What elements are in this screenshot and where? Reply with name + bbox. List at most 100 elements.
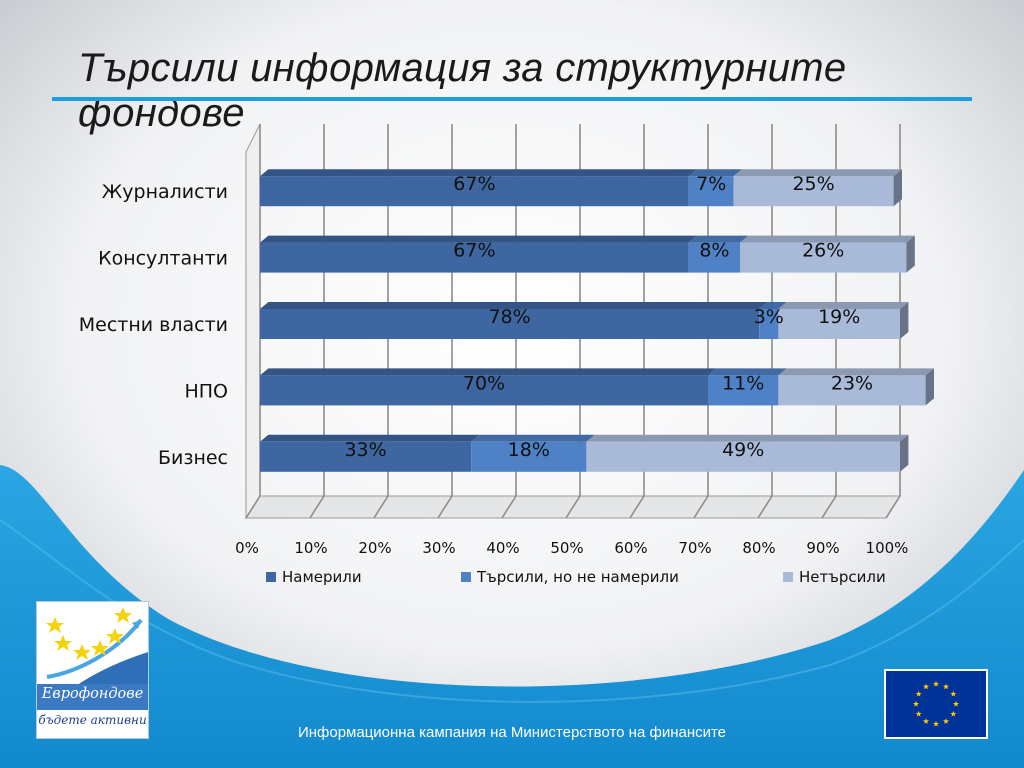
bar-top-face <box>260 302 768 309</box>
data-label: 78% <box>488 306 530 328</box>
bar-segment <box>260 375 708 406</box>
eurofunds-logo: Еврофондове бъдете активни <box>36 601 149 739</box>
star-icon <box>106 628 124 644</box>
category-label: НПО <box>184 380 228 402</box>
x-tick-label: 20% <box>358 539 391 557</box>
bar-top-face <box>586 434 909 442</box>
bar-segment <box>740 242 907 273</box>
gridline-floor <box>309 495 325 519</box>
bar-top-face <box>260 169 698 177</box>
bar-end-face <box>906 235 915 273</box>
legend-swatch <box>266 572 276 582</box>
chart-data-labels: 67% 7% 25% 67% 8% 26% 78% 3% 19% 70% 11% 23% 33% 18% 4… <box>344 173 873 461</box>
star-icon <box>912 700 920 707</box>
gridline-floor <box>565 495 581 519</box>
bar-segment <box>708 375 779 406</box>
x-tick-label: 70% <box>678 539 711 557</box>
legend-swatch <box>783 572 793 582</box>
data-label: 25% <box>792 173 834 195</box>
gridline-floor <box>437 495 453 519</box>
x-tick-label: 30% <box>422 539 455 557</box>
logo-slogan: бъдете активни <box>38 713 147 727</box>
chart-bars <box>260 169 934 472</box>
data-label: 70% <box>463 372 505 394</box>
data-label: 26% <box>802 240 844 262</box>
bar-top-face <box>708 368 787 376</box>
star-icon <box>91 640 109 656</box>
bar-end-face <box>900 434 909 472</box>
legend-label: Нетърсили <box>799 568 886 586</box>
star-icon <box>950 710 957 717</box>
gridline-floor <box>885 495 901 519</box>
category-label: Местни власти <box>79 314 228 336</box>
x-tick-label: 90% <box>806 539 839 557</box>
bar-end-face <box>893 169 902 207</box>
category-label: Бизнес <box>158 447 228 469</box>
star-icon <box>932 720 940 727</box>
gridline-floor <box>373 495 389 519</box>
bar-segment <box>778 375 926 406</box>
star-icon <box>942 683 950 690</box>
star-icon <box>942 718 950 724</box>
data-label: 19% <box>818 306 860 328</box>
data-label: 23% <box>831 372 873 394</box>
x-tick-label: 60% <box>614 539 647 557</box>
star-icon <box>114 607 132 623</box>
gridline-floor <box>693 495 709 519</box>
bar-top-face <box>260 434 480 442</box>
value-axis-labels: 0% 10% 20% 30% 40% 50% 60% 70% 80% 90% 100% <box>235 539 908 557</box>
x-tick-label: 80% <box>742 539 775 557</box>
data-label: 18% <box>508 439 550 461</box>
bar-top-face <box>688 235 749 243</box>
gridline-floor <box>501 495 517 519</box>
gridline-floor <box>245 495 261 519</box>
star-icon <box>915 690 922 697</box>
gridline-floor <box>757 495 773 519</box>
eu-flag <box>884 669 988 739</box>
bar-top-face <box>759 302 787 309</box>
chart-legend: Намерили Търсили, но не намерили Нетърсили <box>266 568 886 586</box>
star-icon <box>915 710 922 717</box>
x-tick-label: 100% <box>866 539 909 557</box>
data-label: 49% <box>722 439 764 461</box>
data-label: 67% <box>453 173 495 195</box>
x-tick-label: 10% <box>294 539 327 557</box>
x-tick-label: 50% <box>550 539 583 557</box>
legend-swatch <box>461 572 471 582</box>
footer-caption: Информационна кампания на Министерството… <box>297 724 727 741</box>
data-label: 67% <box>453 240 495 262</box>
gridline-floor <box>629 495 645 519</box>
bar-segment <box>260 176 689 207</box>
x-tick-label: 0% <box>235 539 259 557</box>
star-icon <box>54 635 72 651</box>
data-label: 7% <box>696 173 726 195</box>
bar-top-face <box>778 302 909 309</box>
bar-top-face <box>260 368 717 376</box>
bar-segment <box>260 441 472 472</box>
bar-top-face <box>733 169 902 177</box>
eu-stars-icon <box>912 680 960 727</box>
bar-top-face <box>471 434 595 442</box>
bar-end-face <box>900 302 909 339</box>
category-label: Консултанти <box>98 248 228 270</box>
legend-label: Намерили <box>282 568 362 586</box>
category-label: Журналисти <box>102 181 228 203</box>
category-axis-labels: Журналисти Консултанти Местни власти НПО Биз… <box>79 181 228 469</box>
bar-segment <box>688 176 734 207</box>
data-label: 3% <box>754 306 784 328</box>
star-icon <box>952 700 960 707</box>
star-icon <box>950 690 957 697</box>
title-underline <box>52 97 972 101</box>
bar-top-face <box>688 169 742 177</box>
chart-side-wall <box>245 123 261 520</box>
star-icon <box>922 683 930 690</box>
legend-label: Търсили, но не намерили <box>476 568 679 586</box>
star-icon <box>932 680 940 687</box>
star-icon <box>922 718 930 724</box>
logo-name: Еврофондове <box>41 686 144 702</box>
bar-segment <box>260 242 689 273</box>
data-label: 8% <box>699 240 729 262</box>
bar-top-face <box>740 235 915 243</box>
bar-segment <box>778 309 900 339</box>
data-label: 11% <box>722 372 764 394</box>
